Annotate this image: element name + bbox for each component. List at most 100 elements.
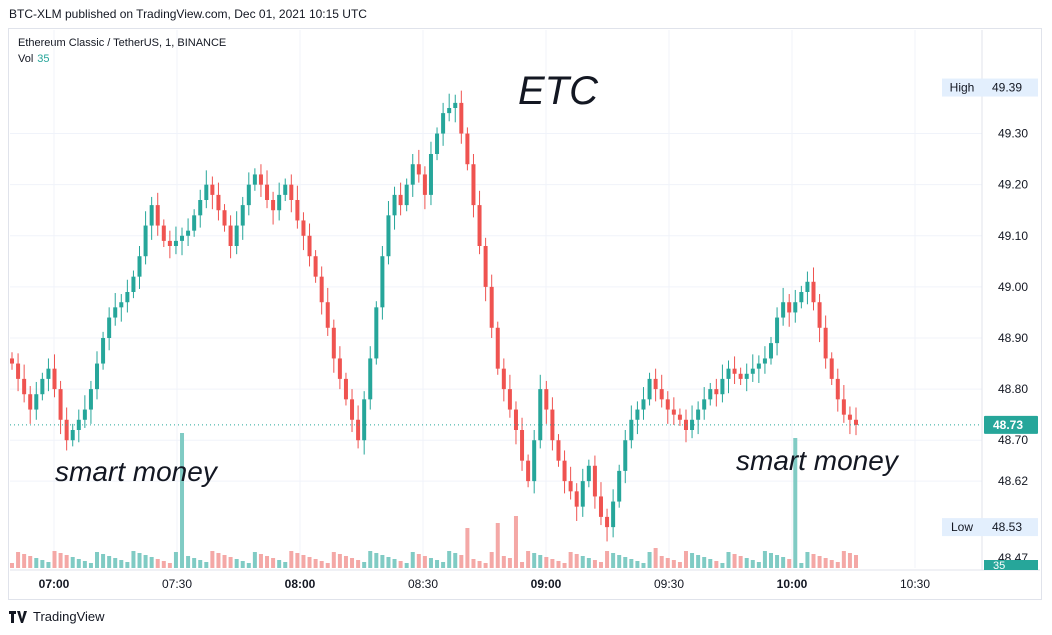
candle-body [82, 409, 87, 420]
volume-legend[interactable]: Vol 35 [18, 51, 226, 67]
volume-bar [714, 561, 719, 568]
y-tick-label: 48.80 [998, 382, 1028, 396]
volume-bar [222, 555, 227, 568]
volume-bar [22, 554, 27, 568]
high-label-badge [942, 78, 982, 97]
volume-bar [210, 551, 215, 568]
candle-body [441, 113, 446, 134]
volume-bar [732, 554, 737, 568]
volume-bar [477, 561, 482, 568]
low-label-badge [942, 518, 982, 537]
volume-bar [544, 557, 549, 568]
volume-bar [592, 560, 597, 568]
x-tick-label: 07:30 [162, 577, 192, 591]
candle-body [720, 378, 725, 395]
candle-body [453, 102, 458, 108]
candle-body [617, 470, 622, 502]
volume-bar [823, 558, 828, 568]
candle-body [295, 200, 300, 221]
volume-bar [271, 558, 276, 568]
volume-bar [161, 561, 166, 568]
candle-body [416, 164, 421, 175]
candle-body [702, 399, 707, 410]
volume-bar [350, 558, 355, 568]
candle-body [88, 389, 93, 410]
candle-body [793, 302, 798, 313]
chart-frame [8, 28, 1042, 600]
volume-bar [659, 556, 664, 568]
volume-bar [690, 553, 695, 568]
volume-bar [793, 438, 798, 568]
volume-bar [386, 557, 391, 568]
symbol-line[interactable]: Ethereum Classic / TetherUS, 1, BINANCE [18, 37, 227, 49]
candle-body [447, 108, 452, 114]
volume-bar [70, 557, 75, 568]
candle-body [489, 286, 494, 328]
volume-bar [708, 559, 713, 568]
candle-body [119, 302, 124, 308]
candle-body [113, 307, 118, 318]
candle-body [738, 373, 743, 379]
volume-bar [598, 562, 603, 568]
high-label: High [950, 81, 975, 95]
candle-body [507, 389, 512, 410]
candle-body [647, 378, 652, 400]
candle-body [307, 235, 312, 257]
volume-bar [495, 523, 500, 568]
last-price-value: 48.73 [993, 418, 1023, 432]
y-tick-label: 48.62 [998, 474, 1028, 488]
candle-body [696, 409, 701, 420]
volume-bar [556, 561, 561, 568]
candle-body [477, 205, 482, 246]
volume-bar [781, 557, 786, 568]
volume-bar [313, 559, 318, 568]
candle-body [471, 164, 476, 206]
candle-body [210, 184, 215, 195]
volume-bar [835, 562, 840, 568]
volume-bar [829, 560, 834, 568]
candle-body [586, 465, 591, 482]
volume-bar [380, 555, 385, 568]
volume-bar [568, 552, 573, 568]
candle-body [428, 154, 433, 195]
candle-body [750, 368, 755, 374]
volume-bar [374, 553, 379, 568]
candle-body [605, 516, 610, 528]
candle-body [277, 194, 282, 211]
last-price-badge [984, 415, 1038, 434]
volume-bar [392, 559, 397, 568]
volume-bar [143, 555, 148, 568]
candle-body [271, 200, 276, 211]
candle-body [775, 317, 780, 344]
volume-bar [441, 562, 446, 568]
candle-body [513, 409, 518, 430]
candle-body [368, 358, 373, 400]
volume-bar [64, 555, 69, 568]
volume-bar [720, 563, 725, 568]
volume-bar [550, 559, 555, 568]
volume-bar [167, 563, 172, 568]
volume-bar [119, 560, 124, 568]
footer[interactable]: TradingView [9, 609, 105, 624]
grid [10, 30, 982, 568]
candle-body [568, 481, 573, 492]
candle-body [216, 194, 221, 211]
candle-body [641, 399, 646, 410]
candle-body [762, 358, 767, 364]
candle-body [16, 363, 21, 379]
candle-body [313, 256, 318, 277]
candle-body [64, 419, 69, 441]
candle-body [398, 194, 403, 206]
y-tick-label: 49.20 [998, 178, 1028, 192]
volume-bar [192, 558, 197, 568]
volume-bar [95, 552, 100, 568]
candle-body [258, 174, 263, 185]
volume-bar [641, 563, 646, 568]
candle-body [592, 465, 597, 497]
candle-body [459, 102, 464, 134]
candle-body [252, 174, 257, 185]
volume-bar [246, 563, 251, 568]
volume-bar [416, 554, 421, 568]
volume-bar [532, 553, 537, 568]
